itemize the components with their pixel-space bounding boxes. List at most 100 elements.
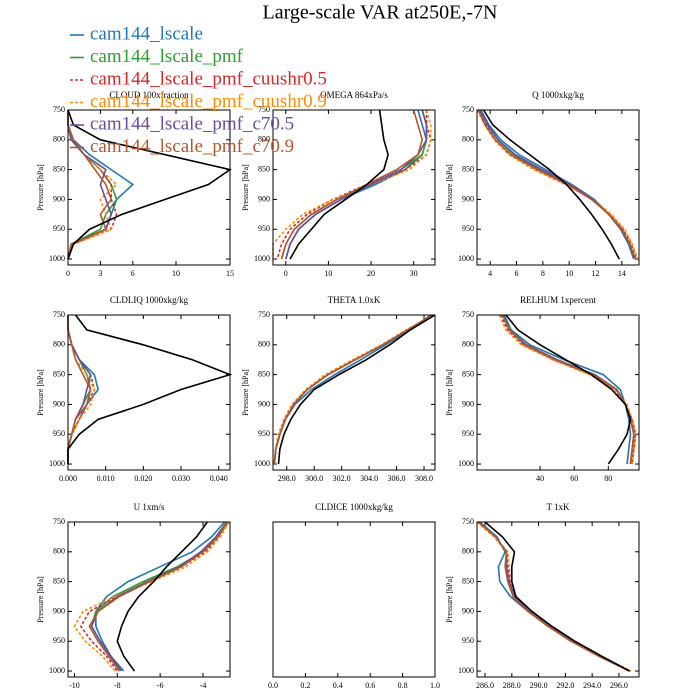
x-tick-label: -8 [114,681,121,690]
profile-line [498,314,637,465]
x-tick-label: 0.6 [365,681,375,690]
plot-frame [272,521,436,678]
x-tick-label: 294.0 [583,681,601,690]
x-tick-label: 14 [618,269,626,278]
y-tick-label: 950 [53,224,65,233]
profile-line [276,110,432,260]
figure-title: Large-scale VAR at250E,-7N [263,2,498,24]
x-tick-label: 0 [284,269,288,278]
y-tick-label: 1000 [458,666,474,675]
y-tick-label: 750 [258,310,270,319]
y-axis-label: Pressure [hPa] [241,164,250,211]
x-tick-label: 20 [367,269,375,278]
x-tick-label: 12 [592,269,600,278]
y-axis-label: Pressure [hPa] [445,369,454,416]
profile-line [289,109,389,260]
x-tick-label: 60 [570,474,578,483]
x-tick-label: 296.0 [610,681,628,690]
profile-line [478,109,636,260]
y-tick-label: 950 [258,224,270,233]
y-tick-label: 900 [462,399,474,408]
panel-title: U 1xm/s [134,502,165,512]
y-tick-label: 1000 [49,666,65,675]
x-tick-label: 306.0 [388,474,406,483]
y-tick-label: 850 [53,369,65,378]
plot-frame [67,109,231,266]
plot-frame [67,521,231,678]
y-tick-label: 750 [462,517,474,526]
profile-line [503,314,632,465]
x-tick-label: 308.0 [415,474,433,483]
profile-line [479,521,630,672]
profile-line [476,521,632,672]
x-tick-label: 80 [604,474,612,483]
x-tick-label: 0.000 [59,474,77,483]
profile-line [273,314,433,465]
y-tick-label: 800 [53,340,65,349]
x-tick-label: 40 [536,474,544,483]
panel-title: CLOUD 100xfraction [109,90,189,100]
plot-frame [476,109,640,266]
y-tick-label: 750 [258,105,270,114]
profile-line [505,314,632,465]
plot-frame [272,314,436,471]
x-tick-label: 298.0 [278,474,296,483]
x-tick-label: -4 [200,681,207,690]
x-tick-label: 3 [98,269,102,278]
y-tick-label: 850 [462,164,474,173]
y-tick-label: 1000 [458,459,474,468]
profile-line [67,315,92,465]
y-tick-label: 800 [462,340,474,349]
profile-line [482,109,620,260]
y-tick-label: 1000 [49,459,65,468]
x-tick-label: 300.0 [305,474,323,483]
y-tick-label: 850 [258,369,270,378]
y-tick-label: 900 [53,399,65,408]
profile-line [285,109,428,260]
x-tick-label: 6 [515,269,519,278]
y-tick-label: 850 [462,576,474,585]
y-tick-label: 800 [462,547,474,556]
panel-title: OMEGA 864xPa/s [320,90,388,100]
x-tick-label: 0 [66,269,70,278]
panel-title: RELHUM 1xpercent [520,295,596,305]
y-tick-label: 750 [53,517,65,526]
profile-line [67,110,113,260]
profile-line [95,521,226,672]
profile-line [480,109,635,260]
y-tick-label: 950 [258,429,270,438]
y-tick-label: 900 [258,194,270,203]
legend-label: cam144_lscale_pmf_cuushr0.9 [90,91,327,112]
panel-title: CLDLIQ 1000xkg/kg [110,295,189,305]
y-tick-label: 750 [462,105,474,114]
y-tick-label: 800 [462,135,474,144]
legend-label: cam144_lscale_pmf_c70.9 [90,136,294,157]
y-tick-label: 800 [53,135,65,144]
y-tick-label: 1000 [49,254,65,263]
profile-line [67,109,232,260]
y-tick-label: 850 [258,164,270,173]
plot-frame [67,314,231,471]
panel-title: T 1xK [546,502,570,512]
x-tick-label: 0.040 [210,474,228,483]
y-tick-label: 750 [462,310,474,319]
x-tick-label: -10 [69,681,80,690]
x-tick-label: 8 [541,269,545,278]
panel-title: Q 1000xkg/kg [532,90,584,100]
y-tick-label: 1000 [458,254,474,263]
profile-line [273,314,433,465]
y-tick-label: 850 [462,369,474,378]
profile-line [116,521,208,672]
y-axis-label: Pressure [hPa] [445,164,454,211]
profile-line [477,109,636,260]
profile-line [273,314,432,465]
legend-label: cam144_lscale_pmf [90,46,244,67]
profile-line [67,314,233,465]
y-tick-label: 900 [53,606,65,615]
x-tick-label: 288.0 [503,681,521,690]
y-tick-label: 950 [462,224,474,233]
y-axis-label: Pressure [hPa] [36,369,45,416]
y-tick-label: 1000 [254,254,270,263]
y-tick-label: 800 [258,135,270,144]
